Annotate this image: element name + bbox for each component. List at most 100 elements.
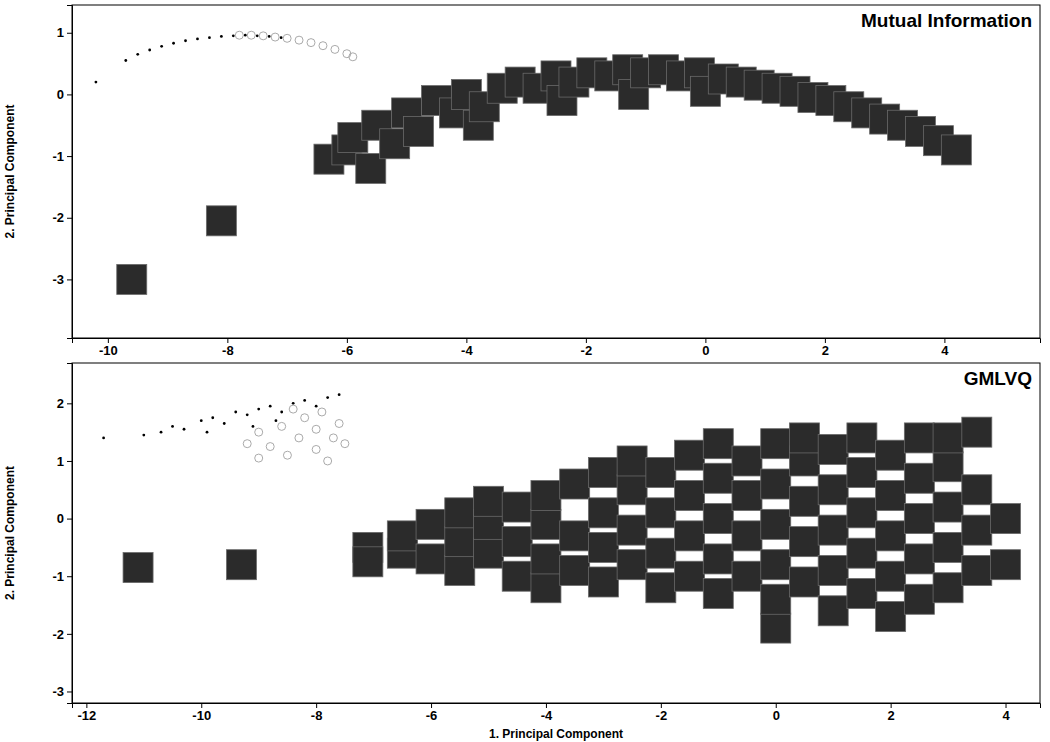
y-tick-mark: [67, 218, 72, 219]
thumbnail: [703, 504, 733, 534]
x-tick: -12: [77, 703, 96, 723]
x-tick-label: -10: [192, 708, 211, 723]
thumbnail: [847, 579, 877, 609]
thumbnail: [991, 550, 1021, 580]
panel-title: Mutual Information: [861, 10, 1032, 31]
x-tick: 4: [941, 338, 949, 358]
y-tick-label: -2: [52, 210, 64, 225]
thumbnail: [588, 567, 618, 597]
y-tick-label: 0: [57, 87, 64, 102]
dot-point: [315, 405, 318, 408]
thumbnail: [904, 544, 934, 574]
x-tick-label: -4: [461, 343, 473, 358]
thumbnail: [818, 555, 848, 585]
circle-point: [318, 408, 326, 416]
y-tick: -3: [52, 684, 72, 699]
thumbnail: [473, 538, 503, 568]
dot-point: [208, 36, 211, 39]
x-tick: 2: [822, 338, 829, 358]
y-tick-mark: [67, 461, 72, 462]
y-tick-mark: [67, 634, 72, 635]
thumbnail: [904, 504, 934, 534]
thumbnail: [847, 538, 877, 568]
circle-point: [278, 422, 286, 430]
dot-point: [160, 431, 163, 434]
x-tick-label: 0: [702, 343, 709, 358]
thumbnail: [560, 555, 590, 585]
thumbnail: [416, 509, 446, 539]
thumbnail: [675, 521, 705, 551]
y-tick-mark: [67, 403, 72, 404]
circle-point: [324, 457, 332, 465]
dot-point: [257, 408, 260, 411]
y-tick: 1: [57, 25, 72, 40]
thumbnail: [991, 504, 1021, 534]
y-axis-line: [67, 364, 73, 704]
thumbnail: [876, 481, 906, 511]
thumbnail: [404, 116, 434, 146]
thumbnail: [502, 492, 532, 522]
x-tick-label: 0: [773, 708, 780, 723]
dot-point: [244, 34, 247, 37]
dot-point: [275, 419, 278, 422]
thumbnail: [617, 446, 647, 476]
thumbnail: [646, 538, 676, 568]
circle-point: [319, 42, 327, 50]
x-tick: -2: [581, 338, 593, 358]
series: [102, 393, 340, 439]
y-axis: -3-2-1012: [52, 364, 72, 704]
thumbnail: [904, 423, 934, 453]
thumbnail: [761, 469, 791, 499]
thumbnail: [531, 573, 561, 603]
thumbnail: [646, 573, 676, 603]
x-axis-line: [73, 704, 1041, 709]
thumbnail: [962, 515, 992, 545]
thumbnail: [531, 481, 561, 511]
thumbnail: [117, 264, 147, 294]
figure: -10-8-6-4-2024-3-2-101Mutual Information…: [0, 0, 1050, 742]
dot-point: [148, 49, 151, 52]
thumbnail: [560, 469, 590, 499]
dot-point: [142, 434, 145, 437]
circle-point: [331, 45, 339, 53]
y-tick-label: 1: [57, 454, 64, 469]
circle-point: [283, 34, 291, 42]
x-tick: -4: [541, 703, 553, 723]
x-tick: -4: [461, 338, 473, 358]
thumbnail: [703, 544, 733, 574]
circle-point: [312, 425, 320, 433]
y-tick-mark: [67, 279, 72, 280]
thumbnail: [789, 527, 819, 557]
thumbnail: [588, 532, 618, 562]
circle-point: [247, 31, 255, 39]
circle-point: [349, 53, 357, 61]
thumbnail: [445, 527, 475, 557]
panel: -10-8-6-4-2024-3-2-101Mutual Information…: [3, 5, 1041, 358]
dot-point: [160, 45, 163, 48]
x-tick: -10: [99, 338, 118, 358]
y-tick-label: 1: [57, 25, 64, 40]
thumbnail: [445, 555, 475, 585]
y-tick-label: -1: [52, 149, 64, 164]
circle-point: [295, 434, 303, 442]
thumbnail: [646, 498, 676, 528]
thumbnail: [703, 463, 733, 493]
y-tick: 2: [57, 396, 72, 411]
thumbnail: [703, 429, 733, 459]
x-axis: -12-10-8-6-4-2024: [73, 703, 1041, 723]
thumbnail: [560, 521, 590, 551]
x-tick-label: -8: [222, 343, 234, 358]
y-tick-label: 0: [57, 511, 64, 526]
marks: [95, 31, 972, 294]
thumbnail: [941, 135, 971, 165]
thumbnail: [531, 509, 561, 539]
thumbnail: [818, 515, 848, 545]
y-tick-mark: [67, 519, 72, 520]
thumbnail: [818, 434, 848, 464]
thumbnail: [703, 579, 733, 609]
dot-point: [200, 419, 203, 422]
thumbnail: [962, 475, 992, 505]
plot-frame: [72, 5, 1040, 338]
circle-point: [289, 405, 297, 413]
thumbnail: [416, 544, 446, 574]
